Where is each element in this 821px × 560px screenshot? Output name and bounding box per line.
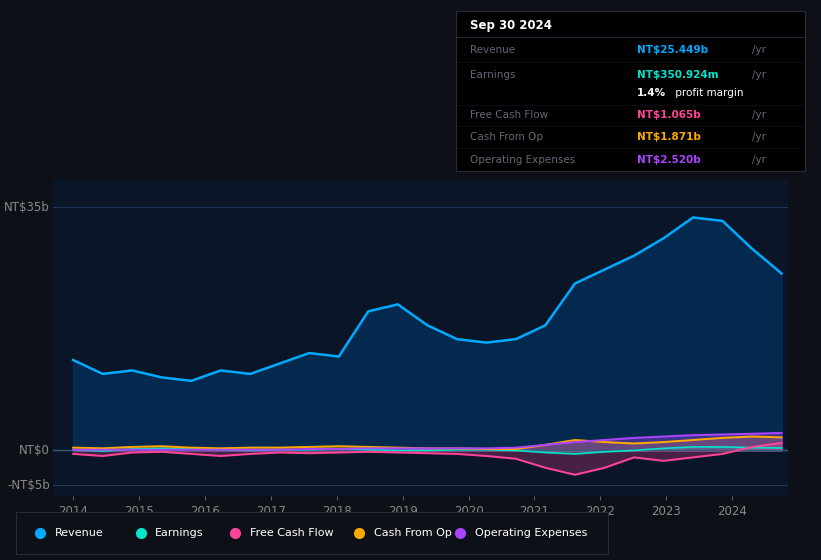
Text: Free Cash Flow: Free Cash Flow — [250, 529, 333, 538]
Text: /yr: /yr — [752, 110, 766, 120]
Text: profit margin: profit margin — [672, 87, 744, 97]
Text: NT$25.449b: NT$25.449b — [637, 44, 709, 54]
Text: Revenue: Revenue — [55, 529, 103, 538]
Text: Sep 30 2024: Sep 30 2024 — [470, 19, 552, 32]
Text: Earnings: Earnings — [155, 529, 204, 538]
Text: /yr: /yr — [752, 44, 766, 54]
Text: Operating Expenses: Operating Expenses — [470, 155, 575, 165]
Text: /yr: /yr — [752, 155, 766, 165]
Text: NT$1.871b: NT$1.871b — [637, 132, 701, 142]
Text: Cash From Op: Cash From Op — [374, 529, 452, 538]
Text: NT$1.065b: NT$1.065b — [637, 110, 701, 120]
Text: Cash From Op: Cash From Op — [470, 132, 543, 142]
Text: Operating Expenses: Operating Expenses — [475, 529, 587, 538]
Text: NT$0: NT$0 — [19, 444, 50, 457]
Text: NT$35b: NT$35b — [4, 200, 50, 213]
Text: NT$350.924m: NT$350.924m — [637, 70, 718, 80]
Text: /yr: /yr — [752, 70, 766, 80]
Text: Earnings: Earnings — [470, 70, 515, 80]
Text: /yr: /yr — [752, 132, 766, 142]
Text: NT$2.520b: NT$2.520b — [637, 155, 701, 165]
Text: -NT$5b: -NT$5b — [7, 479, 50, 492]
Text: Free Cash Flow: Free Cash Flow — [470, 110, 548, 120]
Text: Revenue: Revenue — [470, 44, 515, 54]
Text: 1.4%: 1.4% — [637, 87, 666, 97]
